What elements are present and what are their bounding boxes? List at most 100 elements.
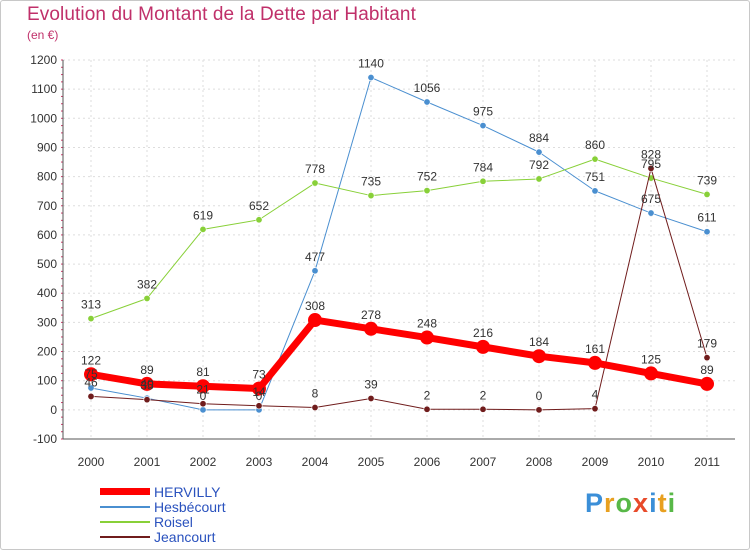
data-label-hervilly: 89: [700, 363, 714, 377]
series-line-jeancourt: [90, 167, 708, 411]
y-tick-label: 600: [37, 228, 57, 242]
data-label-roisel: 795: [641, 157, 661, 171]
chart-subtitle: (en €): [27, 28, 59, 42]
logo-letter: P: [585, 488, 605, 518]
data-label-hesb-court: 477: [305, 250, 325, 264]
data-point-hesb-court: [535, 148, 543, 156]
data-label-hervilly: 278: [361, 308, 381, 322]
data-label-roisel: 784: [473, 160, 493, 174]
y-tick-label: 700: [37, 199, 57, 213]
legend-swatch: [100, 488, 150, 495]
x-tick-label: 2006: [414, 455, 441, 469]
data-point-hesb-court: [479, 122, 487, 130]
data-point-roisel: [703, 190, 711, 198]
data-label-jeancourt: 0: [536, 389, 543, 403]
y-tick-label: 800: [37, 170, 57, 184]
data-point-hervilly: [420, 330, 434, 345]
x-tick-label: 2011: [694, 455, 720, 469]
data-point-hervilly: [700, 376, 714, 391]
data-label-roisel: 313: [81, 298, 101, 312]
data-point-hervilly: [84, 367, 98, 382]
x-tick-label: 2010: [638, 455, 665, 469]
data-label-hesb-court: 0: [256, 389, 263, 403]
data-point-jeancourt: [367, 394, 375, 402]
y-tick-label: 0: [50, 403, 57, 417]
legend-label: HERVILLY: [154, 483, 221, 500]
data-label-jeancourt: 2: [480, 388, 487, 402]
data-label-roisel: 735: [361, 175, 381, 189]
x-tick-label: 2001: [134, 455, 161, 469]
data-label-hervilly: 308: [305, 299, 325, 313]
y-tick-label: 200: [37, 345, 57, 359]
legend-swatch: [100, 520, 150, 523]
data-point-roisel: [199, 225, 207, 233]
data-point-jeancourt: [255, 402, 263, 410]
x-tick-label: 2009: [582, 455, 609, 469]
data-label-hesb-court: 611: [697, 211, 716, 225]
data-label-jeancourt: 35: [140, 379, 154, 393]
data-label-jeancourt: 39: [364, 377, 378, 391]
data-point-jeancourt: [591, 405, 599, 413]
data-label-hesb-court: 0: [200, 389, 207, 403]
data-label-roisel: 619: [193, 208, 213, 222]
y-tick-label: 400: [37, 286, 57, 300]
logo-letter: o: [615, 488, 634, 518]
data-point-jeancourt: [143, 396, 151, 404]
data-point-hesb-court: [311, 267, 319, 275]
x-tick-label: 2002: [190, 455, 217, 469]
data-label-hesb-court: 75: [84, 367, 98, 381]
legend-label: Roisel: [154, 513, 193, 530]
data-point-hesb-court: [647, 209, 655, 217]
data-label-hervilly: 122: [81, 353, 101, 367]
data-point-hervilly: [364, 321, 378, 336]
data-point-jeancourt: [535, 406, 543, 414]
data-point-roisel: [423, 187, 431, 195]
chart-legend: HERVILLY Hesbécourt Roisel Jeancourt: [100, 483, 226, 545]
data-point-jeancourt: [703, 354, 711, 362]
chart-title: Evolution du Montant de la Dette par Hab…: [27, 4, 416, 25]
data-point-jeancourt: [423, 405, 431, 413]
data-label-hervilly: 81: [196, 365, 210, 379]
series-line-hesb-court: [90, 76, 708, 411]
y-tick-label: 900: [37, 140, 57, 154]
data-label-hervilly: 161: [585, 342, 605, 356]
data-point-hervilly: [644, 366, 658, 381]
legend-item-jeancourt: Jeancourt: [100, 528, 226, 545]
data-label-hesb-court: 675: [641, 192, 661, 206]
data-point-jeancourt: [311, 404, 319, 412]
data-point-hesb-court: [199, 406, 207, 414]
x-tick-label: 2007: [470, 455, 497, 469]
x-tick-label: 2008: [526, 455, 553, 469]
data-point-hervilly: [140, 376, 154, 391]
legend-label: Jeancourt: [154, 528, 216, 545]
data-point-roisel: [367, 192, 375, 200]
data-label-hervilly: 89: [140, 363, 154, 377]
data-point-hervilly: [532, 349, 546, 364]
data-point-roisel: [255, 216, 263, 224]
data-label-hervilly: 248: [417, 317, 437, 331]
data-point-roisel: [535, 175, 543, 183]
y-tick-label: 1000: [30, 111, 57, 125]
data-point-jeancourt: [479, 405, 487, 413]
legend-item-roisel: Roisel: [100, 513, 226, 530]
data-point-roisel: [591, 155, 599, 163]
data-point-hervilly: [308, 313, 322, 328]
series-line-hervilly: [90, 316, 708, 393]
y-tick-label: 300: [37, 315, 57, 329]
y-tick-label: 100: [37, 374, 57, 388]
y-tick-label: 500: [37, 257, 57, 271]
data-label-roisel: 860: [585, 138, 605, 152]
series-line-roisel: [90, 158, 708, 320]
legend-swatch: [100, 505, 150, 508]
data-label-hervilly: 125: [641, 352, 661, 366]
legend-label: Hesbécourt: [154, 498, 226, 515]
data-point-hesb-court: [87, 384, 95, 392]
data-label-hervilly: 184: [529, 335, 549, 349]
data-label-hervilly: 216: [473, 326, 493, 340]
data-point-roisel: [311, 179, 319, 187]
data-point-roisel: [479, 177, 487, 185]
data-label-hesb-court: 884: [529, 131, 549, 145]
data-point-hervilly: [196, 379, 210, 394]
data-label-jeancourt: 8: [312, 387, 319, 401]
